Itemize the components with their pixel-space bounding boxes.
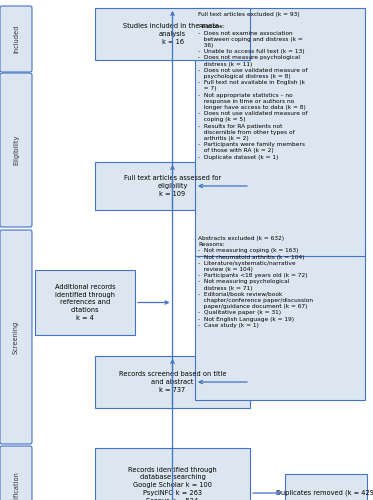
FancyBboxPatch shape	[0, 446, 32, 500]
Text: Additional records
identified through
references and
citations
k = 4: Additional records identified through re…	[55, 284, 115, 321]
Text: Eligibility: Eligibility	[13, 135, 19, 165]
Text: Included: Included	[13, 25, 19, 53]
Text: Records identified through
database searching
Google Scholar k = 100
PsycINFO k : Records identified through database sear…	[128, 467, 217, 500]
Text: Duplicates removed (k = 429): Duplicates removed (k = 429)	[276, 490, 373, 496]
FancyBboxPatch shape	[0, 6, 32, 72]
FancyBboxPatch shape	[0, 230, 32, 444]
Text: Screening: Screening	[13, 320, 19, 354]
Bar	[95, 162, 250, 210]
Text: Records screened based on title
and abstract
k = 737: Records screened based on title and abst…	[119, 371, 226, 393]
Bar	[285, 474, 367, 500]
Bar	[195, 232, 365, 400]
Bar	[195, 8, 365, 256]
Text: Full text articles assessed for
eligibility
k = 109: Full text articles assessed for eligibil…	[124, 176, 221, 197]
Text: Identification: Identification	[13, 471, 19, 500]
Bar	[95, 356, 250, 408]
Text: Abstracts excluded (k = 632)
Reasons:
-  Not measuring coping (k = 163)
-  Not r: Abstracts excluded (k = 632) Reasons: - …	[198, 236, 313, 328]
Bar	[95, 448, 250, 500]
Text: Studies included in the meta-
analysis
k = 16: Studies included in the meta- analysis k…	[123, 23, 222, 45]
Bar	[95, 8, 250, 60]
Bar	[35, 270, 135, 335]
FancyBboxPatch shape	[0, 73, 32, 227]
Text: Full text articles excluded (k = 93)

Reasons:
-  Does not examine association
 : Full text articles excluded (k = 93) Rea…	[198, 12, 308, 160]
